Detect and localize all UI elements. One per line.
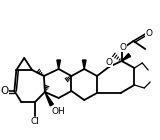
Text: O: O [119, 43, 126, 52]
Text: Cl: Cl [31, 117, 40, 127]
Polygon shape [45, 92, 53, 106]
Polygon shape [57, 60, 60, 69]
Polygon shape [122, 54, 131, 61]
Text: O: O [146, 29, 153, 38]
Text: O: O [105, 58, 112, 66]
Text: OH: OH [52, 107, 66, 116]
Text: O: O [0, 86, 9, 96]
Polygon shape [82, 60, 86, 69]
